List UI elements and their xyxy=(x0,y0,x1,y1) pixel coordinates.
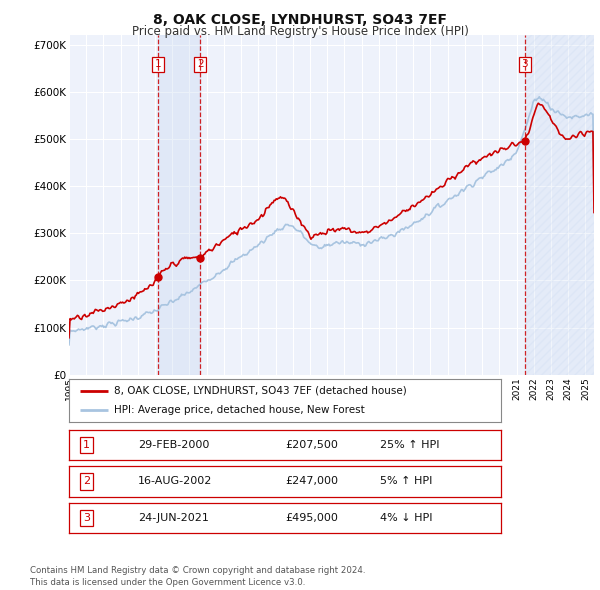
Text: £247,000: £247,000 xyxy=(285,477,338,486)
Text: 8, OAK CLOSE, LYNDHURST, SO43 7EF: 8, OAK CLOSE, LYNDHURST, SO43 7EF xyxy=(153,13,447,27)
Bar xyxy=(525,35,594,375)
Bar xyxy=(158,35,200,375)
Text: 29-FEB-2000: 29-FEB-2000 xyxy=(138,440,209,450)
Text: HPI: Average price, detached house, New Forest: HPI: Average price, detached house, New … xyxy=(115,405,365,415)
Text: 3: 3 xyxy=(83,513,90,523)
Text: £207,500: £207,500 xyxy=(285,440,338,450)
Text: 24-JUN-2021: 24-JUN-2021 xyxy=(138,513,209,523)
Text: 2: 2 xyxy=(197,59,203,69)
Text: £495,000: £495,000 xyxy=(285,513,338,523)
Text: 16-AUG-2002: 16-AUG-2002 xyxy=(138,477,212,486)
Text: 5% ↑ HPI: 5% ↑ HPI xyxy=(380,477,433,486)
Text: 1: 1 xyxy=(83,440,90,450)
Text: Contains HM Land Registry data © Crown copyright and database right 2024.
This d: Contains HM Land Registry data © Crown c… xyxy=(30,566,365,587)
Text: 25% ↑ HPI: 25% ↑ HPI xyxy=(380,440,440,450)
Text: 2: 2 xyxy=(83,477,90,486)
Text: 8, OAK CLOSE, LYNDHURST, SO43 7EF (detached house): 8, OAK CLOSE, LYNDHURST, SO43 7EF (detac… xyxy=(115,386,407,396)
Text: 1: 1 xyxy=(155,59,161,69)
Text: 3: 3 xyxy=(521,59,528,69)
Text: Price paid vs. HM Land Registry's House Price Index (HPI): Price paid vs. HM Land Registry's House … xyxy=(131,25,469,38)
Text: 4% ↓ HPI: 4% ↓ HPI xyxy=(380,513,433,523)
